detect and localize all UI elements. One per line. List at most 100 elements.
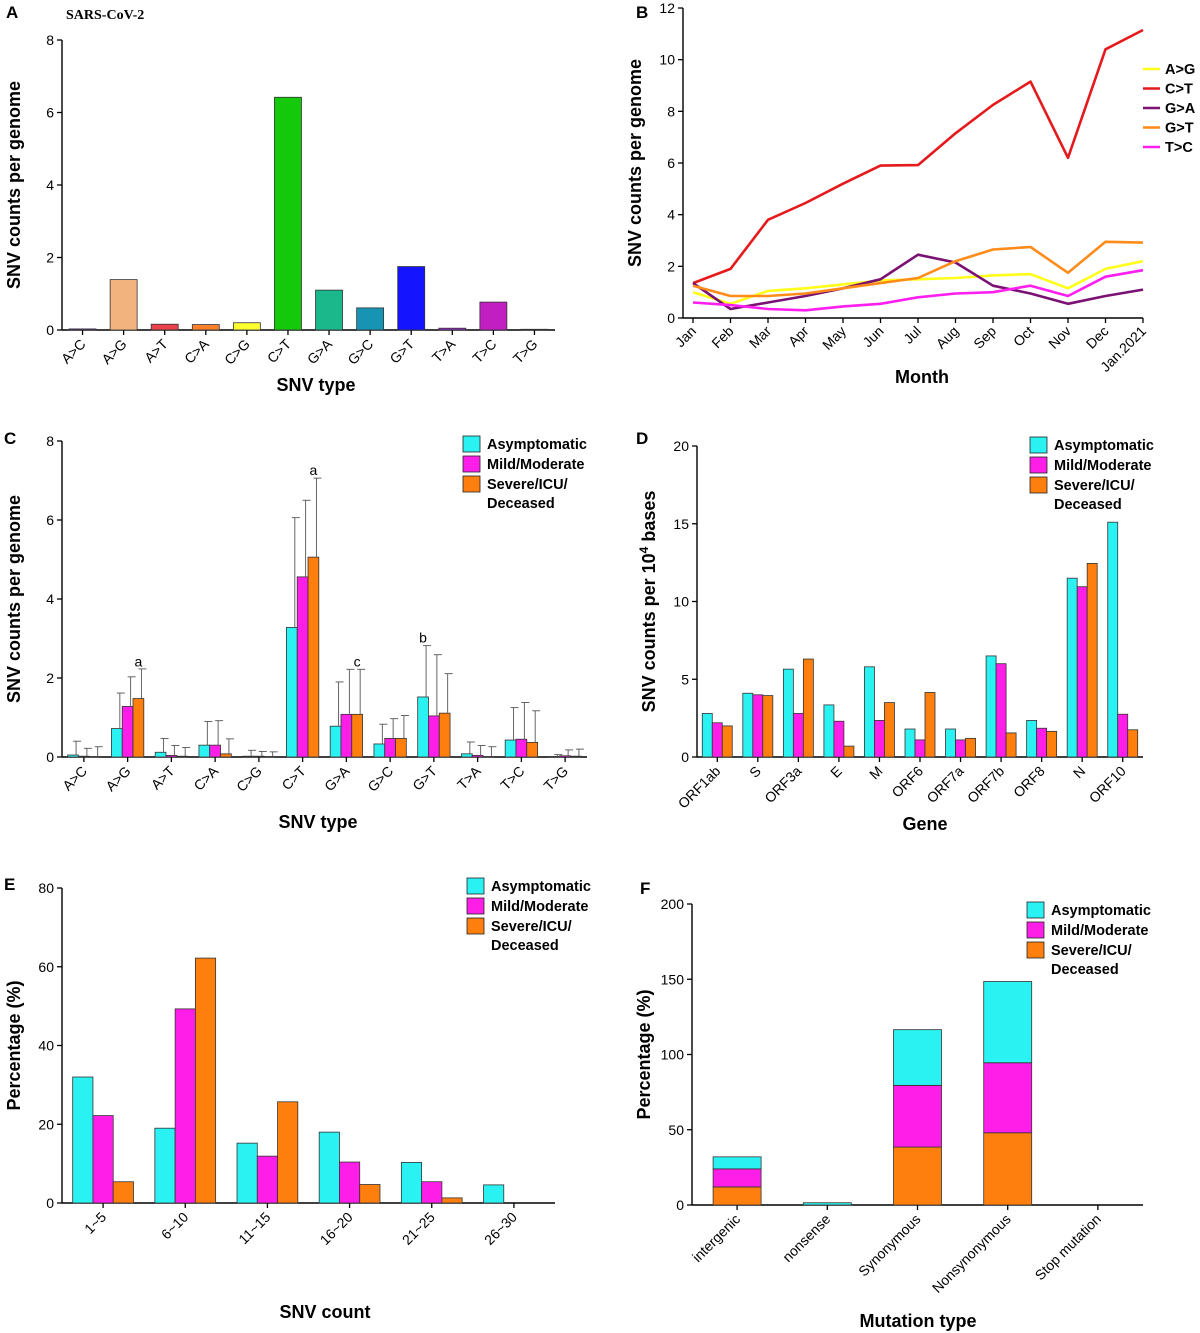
bar-orf3a-asymptomatic bbox=[782, 668, 794, 758]
bar-synonymous-asymptomatic bbox=[893, 1029, 942, 1086]
y-tick-label: 2 bbox=[46, 670, 54, 686]
x-tick-label-a-t: A>T bbox=[148, 762, 178, 792]
bar-orf10-severe-icu-deceased bbox=[1127, 729, 1139, 758]
x-tick-label-t-a: T>A bbox=[454, 762, 484, 792]
legend-label-line: Deceased bbox=[487, 496, 555, 512]
y-tick-label: 200 bbox=[661, 896, 685, 912]
legend-label-mild-moderate: Mild/Moderate bbox=[491, 899, 588, 915]
bar-orf10-mild-moderate bbox=[1117, 713, 1129, 758]
x-tick-label-dec: Dec bbox=[1083, 323, 1112, 352]
bar-c-t-mild-moderate bbox=[296, 576, 309, 758]
bar-orf8-severe-icu-deceased bbox=[1046, 730, 1058, 758]
legend-swatch-severe-icu-deceased bbox=[462, 475, 481, 493]
x-tick-label-c-g: C>G bbox=[221, 336, 253, 368]
x-tick-label-21-25: 21~25 bbox=[399, 1209, 438, 1248]
chart-title: SARS-CoV-2 bbox=[66, 8, 144, 23]
bar-g-c-mild-moderate bbox=[384, 738, 396, 758]
panel-letter-A: A bbox=[6, 3, 18, 22]
panel-letter-B: B bbox=[636, 3, 648, 22]
bar-a-g-severe-icu-deceased bbox=[132, 698, 145, 758]
significance-label: a bbox=[310, 462, 318, 478]
x-tick-label-g-c: G>C bbox=[344, 336, 376, 368]
y-tick-label: 6 bbox=[46, 105, 54, 121]
x-tick-label-orf6: ORF6 bbox=[888, 763, 926, 801]
legend-label-line: Deceased bbox=[491, 938, 559, 954]
legend-label-mild-moderate: Mild/Moderate bbox=[1054, 458, 1151, 474]
legend-label-a-g: A>G bbox=[1165, 62, 1195, 78]
bar-g-a-mild-moderate bbox=[340, 713, 353, 758]
x-tick-label-6-10: 6~10 bbox=[158, 1209, 192, 1243]
x-tick-label-nonsynonymous: Nonsynonymous bbox=[929, 1211, 1014, 1296]
legend-label-mild-moderate: Mild/Moderate bbox=[1051, 923, 1148, 939]
x-tick-label-jul: Jul bbox=[900, 323, 924, 347]
x-tick-label-c-a: C>A bbox=[181, 335, 212, 366]
legend-label-t-c: T>C bbox=[1165, 140, 1193, 156]
bar-c-a bbox=[191, 324, 220, 331]
x-tick-label-a-t: A>T bbox=[141, 335, 171, 365]
y-axis-title-text: SNV counts per 10 bbox=[639, 553, 659, 712]
bar-a-g bbox=[109, 279, 138, 331]
panel-C: C 0 2 4 6 8 SNV counts per genome SNV type A>C A>… bbox=[4, 429, 587, 832]
x-tick-label-e: E bbox=[827, 763, 845, 781]
x-tick-label-feb: Feb bbox=[708, 323, 737, 352]
legend-label-mild-moderate: Mild/Moderate bbox=[487, 457, 584, 473]
y-tick-label: 4 bbox=[46, 177, 54, 193]
legend-label-line: Asymptomatic bbox=[487, 437, 587, 453]
x-tick-label-synonymous: Synonymous bbox=[855, 1211, 924, 1280]
bar-a-c-asymptomatic bbox=[67, 754, 79, 758]
panel-D: D 0 5 10 15 20 SNV counts per 104 bases Gene ORF… bbox=[636, 429, 1154, 834]
bar-s-mild-moderate bbox=[752, 694, 764, 758]
bar-a-g-mild-moderate bbox=[121, 706, 134, 758]
x-tick-label-g-a: G>A bbox=[304, 335, 336, 367]
bar-16-20-severe-icu-deceased bbox=[359, 1184, 381, 1204]
bar-intergenic-mild-moderate bbox=[712, 1168, 762, 1188]
bar-g-c bbox=[356, 307, 385, 331]
bar-c-a-severe-icu-deceased bbox=[220, 753, 232, 758]
bar-11-15-mild-moderate bbox=[256, 1155, 278, 1204]
legend-swatch-asymptomatic bbox=[1026, 901, 1045, 919]
y-tick-label: 0 bbox=[46, 1195, 54, 1211]
bar-a-t bbox=[150, 323, 179, 331]
bar-intergenic-severe-icu-deceased bbox=[712, 1186, 762, 1206]
y-tick-label: 0 bbox=[46, 322, 54, 338]
legend-label-line: Mild/Moderate bbox=[1054, 458, 1151, 474]
legend-label-line: Deceased bbox=[1051, 962, 1119, 978]
y-axis-title-text: SNV counts per genome bbox=[4, 81, 24, 289]
bar-a-t-asymptomatic bbox=[154, 751, 167, 758]
x-tick-label-t-g: T>G bbox=[540, 763, 571, 794]
x-tick-label-nov: Nov bbox=[1045, 323, 1074, 352]
x-tick-label-t-g: T>G bbox=[510, 336, 541, 367]
bar-c-g bbox=[232, 322, 261, 331]
bar-g-a-severe-icu-deceased bbox=[351, 713, 363, 758]
bar-c-t bbox=[274, 96, 302, 331]
x-axis-title: Mutation type bbox=[860, 1311, 977, 1331]
legend-label-line: Mild/Moderate bbox=[491, 899, 588, 915]
bar-e-severe-icu-deceased bbox=[843, 745, 855, 758]
y-tick-label: 0 bbox=[46, 749, 54, 765]
legend-swatch-asymptomatic bbox=[462, 435, 481, 453]
bar-g-t-asymptomatic bbox=[417, 696, 429, 758]
bar-orf6-asymptomatic bbox=[904, 728, 916, 758]
bar-c-g-mild-moderate bbox=[253, 755, 265, 758]
series-line-g-t bbox=[692, 240, 1144, 298]
bar-t-a-asymptomatic bbox=[461, 753, 473, 758]
bar-21-25-mild-moderate bbox=[421, 1181, 443, 1204]
legend-label-asymptomatic: Asymptomatic bbox=[1051, 903, 1151, 919]
bar-t-a bbox=[438, 327, 467, 331]
bar-16-20-asymptomatic bbox=[318, 1131, 340, 1204]
legend-swatch-mild-moderate bbox=[1026, 921, 1045, 939]
x-tick-label-orf8: ORF8 bbox=[1010, 763, 1048, 801]
y-tick-label: 8 bbox=[667, 103, 675, 119]
panel-letter-E: E bbox=[4, 875, 15, 894]
x-tick-label-a-g: A>G bbox=[98, 336, 129, 367]
x-tick-label-a-c: A>C bbox=[59, 763, 90, 794]
bar-m-asymptomatic bbox=[864, 666, 875, 758]
x-tick-label-oct: Oct bbox=[1010, 323, 1037, 350]
bar-c-t-severe-icu-deceased bbox=[307, 556, 320, 758]
x-axis-title: Gene bbox=[902, 814, 947, 834]
bar-n-mild-moderate bbox=[1076, 586, 1088, 758]
x-tick-label-t-a: T>A bbox=[429, 335, 459, 365]
bar-orf3a-severe-icu-deceased bbox=[802, 658, 814, 758]
legend-swatch-mild-moderate bbox=[466, 897, 485, 915]
bar-e-asymptomatic bbox=[823, 704, 835, 758]
